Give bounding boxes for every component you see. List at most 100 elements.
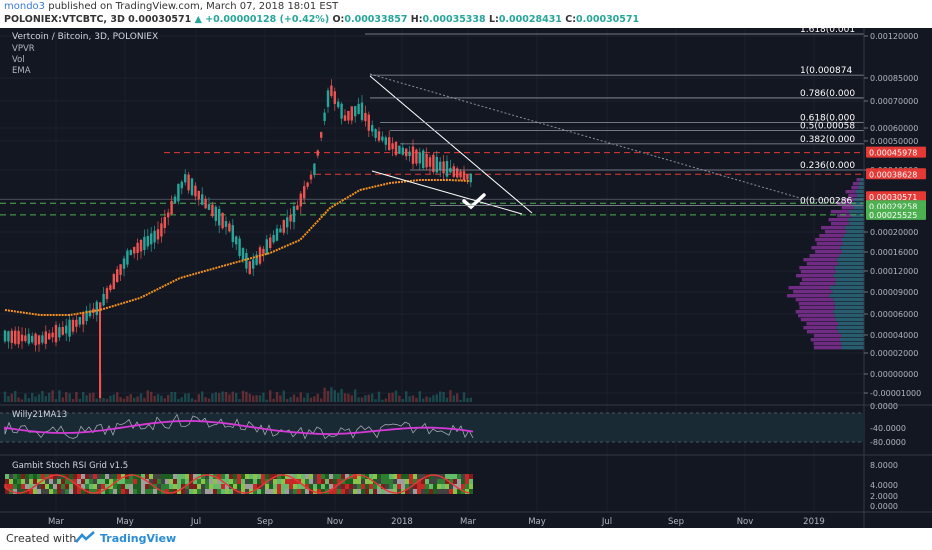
gambit-cell xyxy=(229,474,233,479)
gambit-cell xyxy=(65,484,69,489)
candle-body xyxy=(340,103,343,119)
gambit-cell xyxy=(105,489,109,494)
gambit-cell xyxy=(449,474,453,479)
gambit-cell xyxy=(45,479,49,484)
volume-bar xyxy=(105,398,109,402)
candle-body xyxy=(231,225,234,243)
gambit-cell xyxy=(309,474,313,479)
vpvr-bar xyxy=(833,310,864,314)
legend-item-ema[interactable]: EMA xyxy=(12,66,31,76)
gambit-cell xyxy=(385,489,389,494)
gambit-cell xyxy=(417,484,421,489)
gambit-cell xyxy=(149,484,153,489)
volume-bar xyxy=(221,391,224,402)
author-link[interactable]: mondo3 xyxy=(4,1,46,12)
price-tag-label: 0.00030571 xyxy=(869,193,917,202)
gambit-cell xyxy=(5,484,9,489)
gambit-cell xyxy=(37,484,41,489)
gambit-cell xyxy=(437,484,441,489)
candle-body xyxy=(320,132,323,138)
gambit-cell xyxy=(97,489,101,494)
candle-body xyxy=(136,242,139,254)
chart-canvas[interactable]: 1.618(0.001 1(0.000874 0.786(0.000 0.618(0.… xyxy=(0,28,932,528)
gambit-cell xyxy=(429,484,433,489)
gambit-cell xyxy=(177,484,181,489)
check-icon xyxy=(462,193,486,210)
fib-label: 0(0.000286 xyxy=(800,196,852,206)
volume-bar xyxy=(252,395,255,402)
vpvr-bar xyxy=(845,190,856,194)
candle-body xyxy=(133,246,136,254)
gambit-cell xyxy=(65,479,69,484)
last-price: 0.00030571 xyxy=(128,14,192,25)
volume-bar xyxy=(245,391,248,402)
x-tick-label: Jul xyxy=(601,517,612,527)
lower-wedge-line xyxy=(371,170,523,215)
candle-body xyxy=(78,316,81,325)
gambit-cell xyxy=(201,489,205,494)
legend-item-vpvr[interactable]: VPVR xyxy=(12,44,35,54)
vpvr-bar xyxy=(834,314,864,318)
gambit-cell xyxy=(21,479,25,484)
vpvr-bar xyxy=(806,322,839,326)
volume-bar xyxy=(85,395,88,402)
legend-item-vol[interactable]: Vol xyxy=(12,55,25,65)
gambit-cell xyxy=(173,474,177,479)
gambit-cell xyxy=(29,474,33,479)
vpvr-bar xyxy=(816,242,843,246)
volume-bar xyxy=(377,391,381,402)
gambit-cell xyxy=(441,474,445,479)
time-axis[interactable]: Mar May Jul Sep Nov 2018 Mar May Jul Sep Nov 2019 xyxy=(0,511,932,527)
volume-bar xyxy=(313,396,316,402)
gambit-tick-label: 4.0000 xyxy=(870,481,898,490)
gambit-cell xyxy=(89,484,93,489)
gambit-cell xyxy=(53,474,57,479)
gambit-cell xyxy=(209,479,213,484)
volume-bar xyxy=(354,389,357,402)
gambit-cell xyxy=(305,484,309,489)
gambit-cell xyxy=(421,489,425,494)
volume-bar xyxy=(425,396,428,402)
gambit-cell xyxy=(181,484,185,489)
gambit-cell xyxy=(193,474,197,479)
candle-body xyxy=(218,208,221,226)
gambit-cell xyxy=(17,489,21,494)
candle-body xyxy=(180,181,183,189)
horizontal-levels xyxy=(0,152,864,216)
candle-body xyxy=(411,146,415,164)
gambit-cell xyxy=(337,479,341,484)
gambit-cell xyxy=(329,479,333,484)
gambit-cell xyxy=(97,484,101,489)
gambit-cell xyxy=(361,484,365,489)
vpvr-bar xyxy=(819,234,844,238)
gambit-cell xyxy=(349,479,353,484)
y-tick-label: 0.00004000 xyxy=(870,331,918,340)
candle-body xyxy=(289,215,292,222)
y-tick-label: 0.00012000 xyxy=(870,267,918,276)
price-axis[interactable]: 0.00120000 0.00085000 0.00070000 0.00060000… xyxy=(863,28,921,528)
gambit-cell xyxy=(461,474,465,479)
gambit-cell xyxy=(389,474,393,479)
tradingview-brand[interactable]: TradingView xyxy=(100,532,177,545)
gambit-cell xyxy=(173,484,177,489)
low-value: 0.00028431 xyxy=(498,14,562,25)
gambit-cell xyxy=(397,489,401,494)
candle-body xyxy=(228,223,231,232)
vpvr-bar xyxy=(841,334,864,338)
gambit-cell xyxy=(373,489,377,494)
candle-body xyxy=(459,171,462,178)
price-tag-label: 0.00045978 xyxy=(869,149,917,158)
x-tick-label: May xyxy=(528,517,546,527)
open-label: O: xyxy=(332,14,345,25)
volume-bar xyxy=(292,394,296,402)
vpvr-bar xyxy=(848,218,864,222)
candle-body xyxy=(85,310,88,322)
volume-bar xyxy=(31,392,34,402)
gambit-cell xyxy=(245,479,249,484)
gambit-cell xyxy=(225,489,229,494)
gambit-cell xyxy=(25,484,29,489)
gambit-cell xyxy=(333,489,337,494)
gambit-cell xyxy=(237,479,241,484)
volume-bar xyxy=(445,397,449,402)
gambit-cell xyxy=(117,489,121,494)
